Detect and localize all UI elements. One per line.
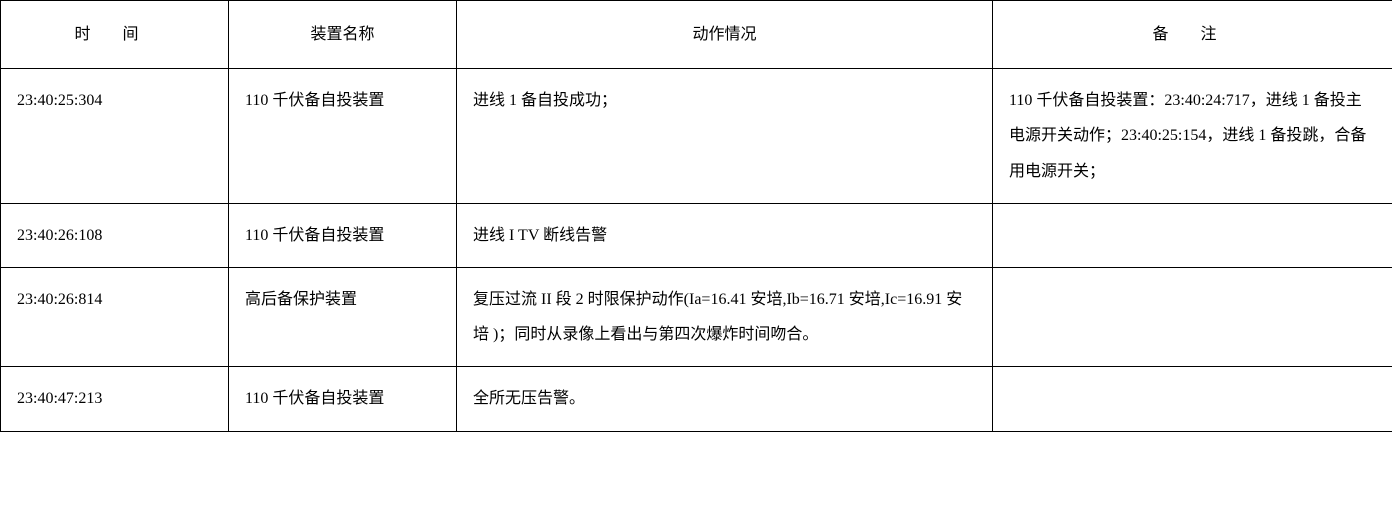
cell-remark xyxy=(993,203,1392,267)
cell-action: 复压过流 II 段 2 时限保护动作(Ia=16.41 安培,Ib=16.71 … xyxy=(457,267,993,366)
cell-action: 进线 1 备自投成功； xyxy=(457,69,993,204)
col-header-device: 装置名称 xyxy=(229,1,457,69)
cell-remark xyxy=(993,267,1392,366)
table-row: 23:40:25:304 110 千伏备自投装置 进线 1 备自投成功； 110… xyxy=(1,69,1392,204)
cell-device: 高后备保护装置 xyxy=(229,267,457,366)
cell-time: 23:40:26:814 xyxy=(1,267,229,366)
cell-device: 110 千伏备自投装置 xyxy=(229,69,457,204)
cell-remark xyxy=(993,367,1392,431)
event-log-table: 时间 装置名称 动作情况 备注 23:40:25:304 110 千伏备自投装置… xyxy=(0,0,1392,432)
cell-device: 110 千伏备自投装置 xyxy=(229,203,457,267)
table-row: 23:40:26:814 高后备保护装置 复压过流 II 段 2 时限保护动作(… xyxy=(1,267,1392,366)
col-header-remark: 备注 xyxy=(993,1,1392,69)
col-header-action: 动作情况 xyxy=(457,1,993,69)
table-container: 时间 装置名称 动作情况 备注 23:40:25:304 110 千伏备自投装置… xyxy=(0,0,1392,525)
cell-time: 23:40:26:108 xyxy=(1,203,229,267)
cell-action: 全所无压告警。 xyxy=(457,367,993,431)
cell-time: 23:40:47:213 xyxy=(1,367,229,431)
cell-remark: 110 千伏备自投装置：23:40:24:717，进线 1 备投主电源开关动作；… xyxy=(993,69,1392,204)
table-row: 23:40:26:108 110 千伏备自投装置 进线 I TV 断线告警 xyxy=(1,203,1392,267)
table-row: 23:40:47:213 110 千伏备自投装置 全所无压告警。 xyxy=(1,367,1392,431)
cell-time: 23:40:25:304 xyxy=(1,69,229,204)
cell-action: 进线 I TV 断线告警 xyxy=(457,203,993,267)
table-header-row: 时间 装置名称 动作情况 备注 xyxy=(1,1,1392,69)
cell-device: 110 千伏备自投装置 xyxy=(229,367,457,431)
col-header-time: 时间 xyxy=(1,1,229,69)
